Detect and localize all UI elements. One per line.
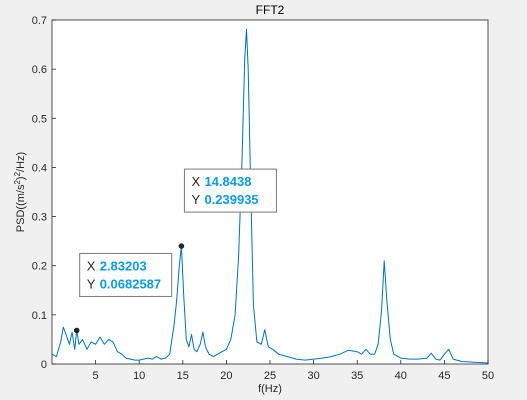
datatip-y-value: 0.0682587 [100,276,161,291]
y-tick-label: 0.1 [32,310,47,322]
y-tick-label: 0.3 [32,212,47,224]
psd-series-line[interactable] [51,28,489,364]
x-axis-label: f(Hz) [258,383,282,395]
x-tick-label: 30 [307,370,319,382]
datatip-x-label: X [87,258,96,273]
y-tick-label: 0.6 [32,64,47,76]
datatip-x-value: 14.8438 [204,174,251,189]
x-tick-label: 5 [93,370,99,382]
datatip-box[interactable] [79,252,173,297]
x-tick-label: 10 [133,370,145,382]
x-tick-label: 35 [351,370,363,382]
x-tick-label: 25 [264,370,276,382]
y-tick-label: 0.4 [32,162,47,174]
x-tick-label: 40 [395,370,407,382]
datatip-y-value: 0.239935 [204,192,258,207]
y-axis-ticks: 0 0.1 0.2 0.3 0.4 0.5 0.6 0.7 [32,15,56,371]
y-axis-label: PSD((m/s2)2/Hz) [13,152,28,232]
datatip-marker[interactable] [73,327,80,334]
y-tick-label: 0.2 [32,261,47,273]
datatips: X 2.83203 Y 0.0682587 X 14.8438 Y 0.239935 [73,168,277,334]
datatip-y-label: Y [191,192,200,207]
datatip-x-value: 2.83203 [100,258,147,273]
x-tick-label: 50 [482,370,494,382]
x-tick-label: 20 [220,370,232,382]
x-tick-label: 45 [438,370,450,382]
y-tick-label: 0.7 [32,15,47,27]
y-tick-label: 0.5 [32,113,47,125]
y-tick-label: 0 [41,359,47,371]
datatip-y-label: Y [87,276,96,291]
datatip-x-label: X [191,174,200,189]
x-axis-ticks: 5 10 15 20 25 30 35 40 45 50 [93,360,494,382]
datatip-box[interactable] [183,168,277,213]
x-tick-label: 15 [177,370,189,382]
datatip-marker[interactable] [178,243,185,249]
plot-area [51,28,489,364]
chart-title: FFT2 [256,3,285,17]
